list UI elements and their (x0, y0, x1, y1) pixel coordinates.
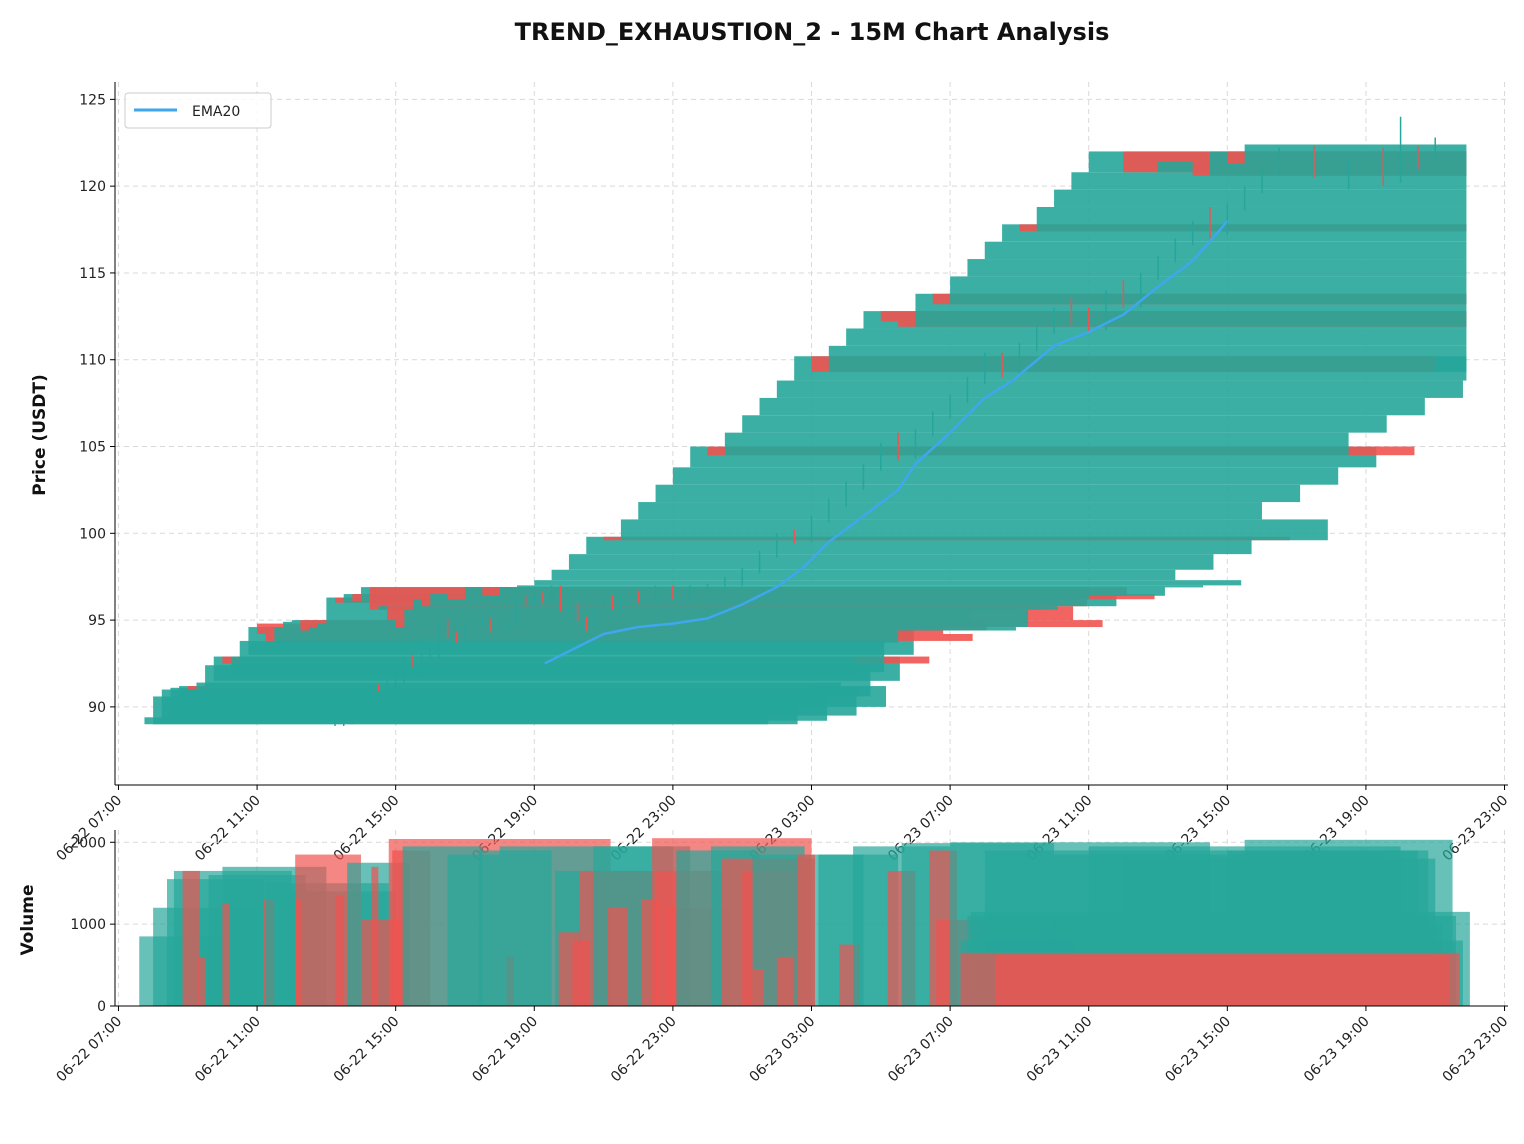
candle-body-up (655, 484, 1301, 503)
volume-bar-down (776, 956, 795, 1006)
volume-y-ticks: 0 1000 2000 (70, 835, 115, 1015)
candle-body-up (672, 467, 1339, 485)
candle-body-up (586, 536, 1252, 555)
volume-bars (139, 838, 1470, 1006)
candle-body-up (309, 627, 1016, 631)
ema20-line (544, 220, 1229, 665)
candle-body-up (984, 241, 1467, 260)
price-ytick-label: 95 (88, 613, 106, 629)
volume-bar-down (797, 854, 815, 1006)
volume-ytick-label: 0 (97, 999, 106, 1015)
volume-bar-down (752, 969, 763, 1006)
price-candle-wicks (334, 116, 1436, 726)
candle-body-up (776, 380, 1463, 398)
price-ytick-label: 105 (79, 440, 106, 456)
candle-body-up (499, 587, 1165, 596)
volume-bar-down (335, 895, 344, 1006)
price-ytick-label: 110 (79, 353, 106, 369)
price-ytick-label: 100 (79, 526, 106, 542)
legend-box (124, 92, 272, 129)
candle-body-up (967, 259, 1467, 277)
volume-bar-down (960, 952, 1460, 1006)
price-ytick-label: 125 (79, 92, 106, 108)
volume-bar-down (222, 903, 230, 1006)
candle-body-up (742, 415, 1387, 433)
volume-bar-down (182, 870, 200, 1006)
chart-title: TREND_EXHAUSTION_2 - 15M Chart Analysis (515, 18, 1110, 46)
volume-bar-down (607, 907, 628, 1006)
candle-body-up (568, 554, 1214, 570)
volume-bar-down (371, 866, 379, 1006)
candle-body-up (1054, 189, 1467, 207)
price-ytick-label: 90 (88, 700, 106, 716)
volume-ytick-label: 2000 (70, 835, 106, 851)
price-y-axis-label: Price (USDT) (30, 374, 50, 496)
candle-body-up (846, 328, 1467, 346)
candle-body-up (516, 585, 1204, 588)
legend: EMA20 (124, 92, 272, 129)
candle-body-up (620, 519, 1328, 541)
volume-bar-down (198, 956, 206, 1006)
volume-y-axis-label: Volume (18, 884, 38, 955)
price-y-ticks: 90 95 100 105 110 115 120 125 (79, 92, 115, 716)
candle-body-up (828, 345, 1467, 372)
candle-body-up (551, 569, 1176, 581)
volume-ytick-label: 1000 (70, 917, 106, 933)
candle-body-up (534, 580, 1242, 586)
candle-body-up (950, 276, 1467, 305)
candle-body-up (724, 432, 1349, 456)
candle-body-up (404, 609, 1029, 628)
price-ytick-label: 120 (79, 179, 106, 195)
candle-body-up (1036, 206, 1467, 232)
candle-body-up (759, 397, 1425, 416)
price-ytick-label: 115 (79, 266, 106, 282)
legend-ema20-label: EMA20 (192, 104, 240, 120)
price-candle-bodies (144, 144, 1467, 725)
candle-body-up (638, 502, 1262, 520)
candle-body-up (1071, 172, 1467, 190)
candle-body-up (1244, 144, 1467, 164)
